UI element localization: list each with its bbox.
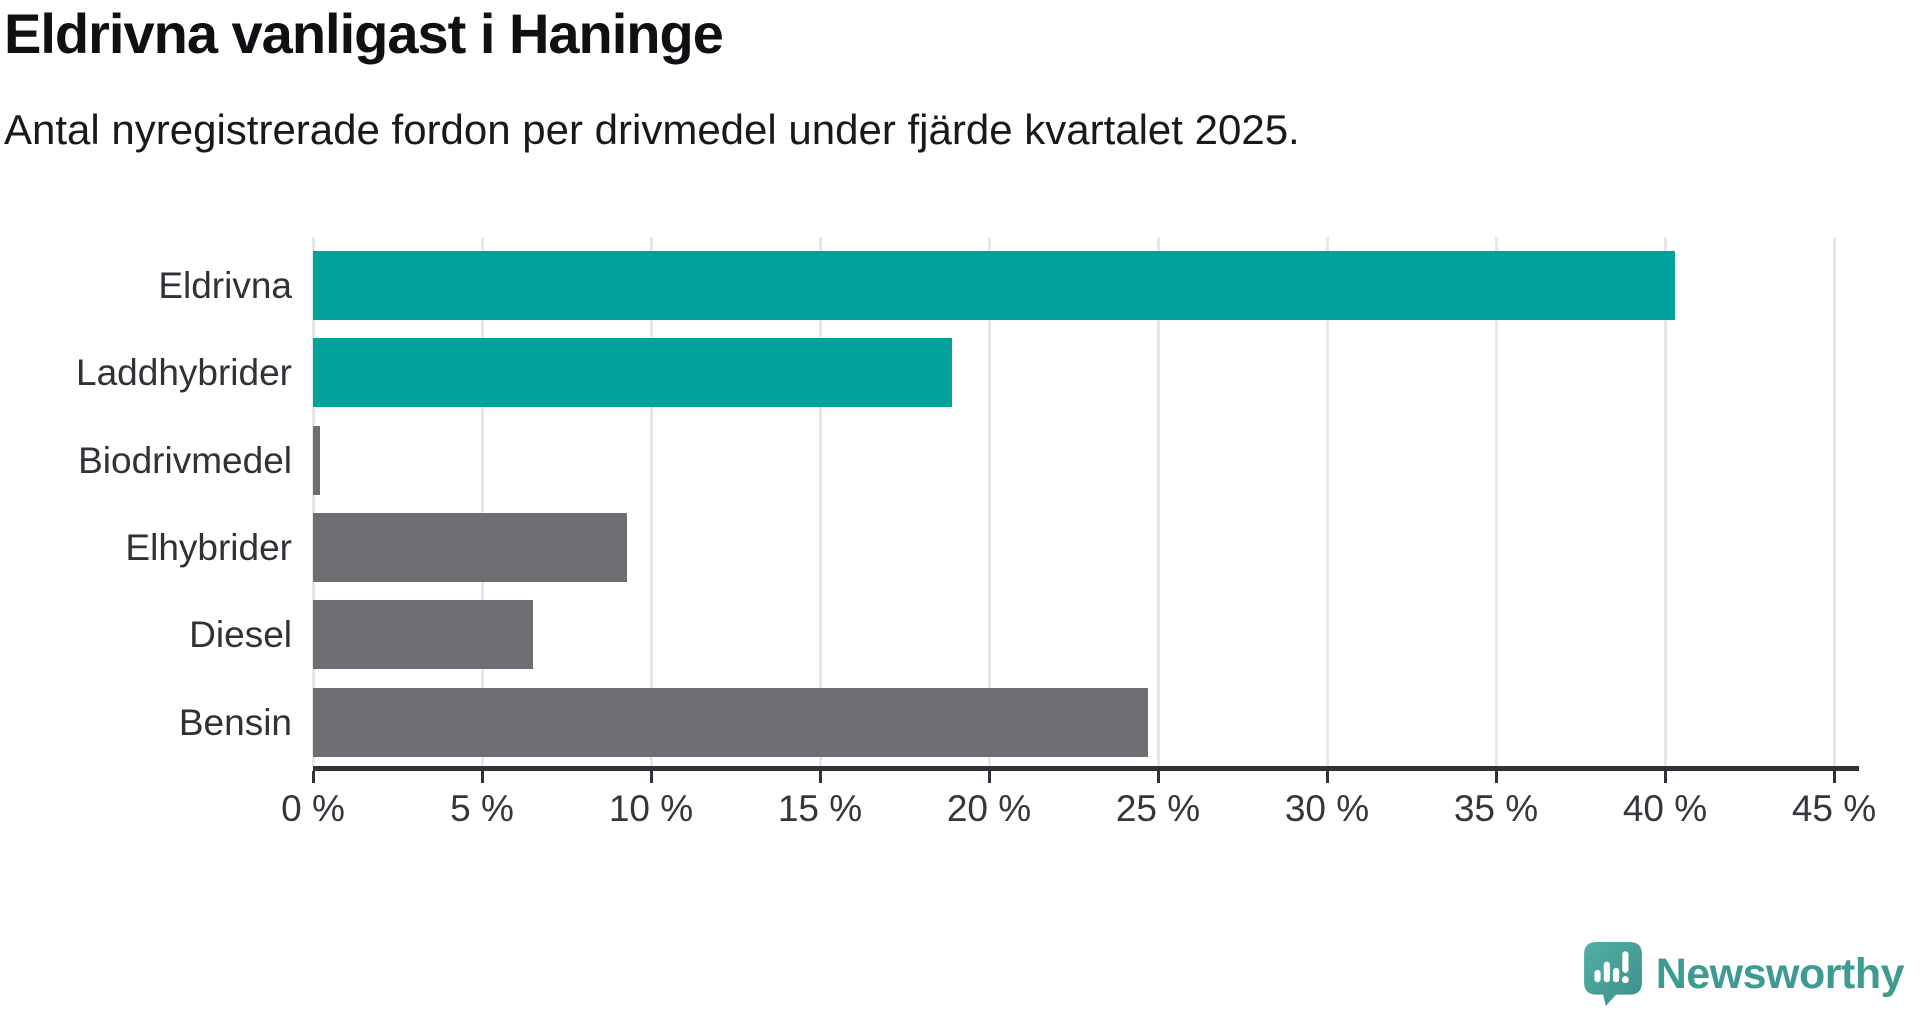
x-tick-label-45: 45 %	[1791, 788, 1877, 829]
x-tick-label-40: 40 %	[1622, 788, 1708, 829]
x-tick-15	[819, 771, 822, 783]
newsworthy-speech-bubble-chart-icon	[1583, 942, 1642, 1006]
gridline-15	[819, 237, 822, 766]
x-tick-label-30: 30 %	[1284, 788, 1370, 829]
x-tick-30	[1326, 771, 1329, 783]
x-axis-line	[313, 766, 1859, 771]
x-tick-label-20: 20 %	[946, 788, 1032, 829]
gridline-5	[481, 237, 484, 766]
x-tick-label-10: 10 %	[608, 788, 694, 829]
bar-bensin	[313, 688, 1148, 757]
gridline-10	[650, 237, 653, 766]
gridline-45	[1833, 237, 1836, 766]
x-tick-label-35: 35 %	[1453, 788, 1539, 829]
x-tick-0	[312, 771, 315, 783]
x-tick-35	[1495, 771, 1498, 783]
x-tick-label-15: 15 %	[777, 788, 863, 829]
gridline-30	[1326, 237, 1329, 766]
category-label-eldrivna: Eldrivna	[158, 265, 292, 306]
category-label-laddhybrider: Laddhybrider	[76, 352, 292, 393]
x-tick-10	[650, 771, 653, 783]
category-label-diesel: Diesel	[189, 614, 292, 655]
x-tick-label-0: 0 %	[281, 788, 345, 829]
category-label-biodrivmedel: Biodrivmedel	[78, 440, 292, 481]
category-label-elhybrider: Elhybrider	[125, 527, 292, 568]
category-label-bensin: Bensin	[178, 702, 292, 743]
plot-area	[312, 237, 1851, 766]
gridline-0	[312, 237, 315, 766]
x-tick-label-25: 25 %	[1115, 788, 1201, 829]
x-tick-45	[1833, 771, 1836, 783]
x-tick-25	[1157, 771, 1160, 783]
gridline-35	[1495, 237, 1498, 766]
x-tick-label-5: 5 %	[450, 788, 514, 829]
chart-subtitle: Antal nyregistrerade fordon per drivmede…	[4, 106, 1300, 153]
gridline-20	[988, 237, 991, 766]
gridline-25	[1157, 237, 1160, 766]
newsworthy-logo-text: Newsworthy	[1655, 949, 1905, 998]
x-tick-20	[988, 771, 991, 783]
x-tick-40	[1664, 771, 1667, 783]
bar-eldrivna	[313, 251, 1675, 320]
gridline-40	[1664, 237, 1667, 766]
chart-title: Eldrivna vanligast i Haninge	[4, 2, 724, 65]
newsworthy-logo: Newsworthy	[1583, 942, 1905, 1006]
bar-biodrivmedel	[313, 426, 320, 495]
x-tick-5	[481, 771, 484, 783]
bar-laddhybrider	[313, 338, 952, 407]
bar-elhybrider	[313, 513, 627, 582]
bar-diesel	[313, 600, 533, 669]
